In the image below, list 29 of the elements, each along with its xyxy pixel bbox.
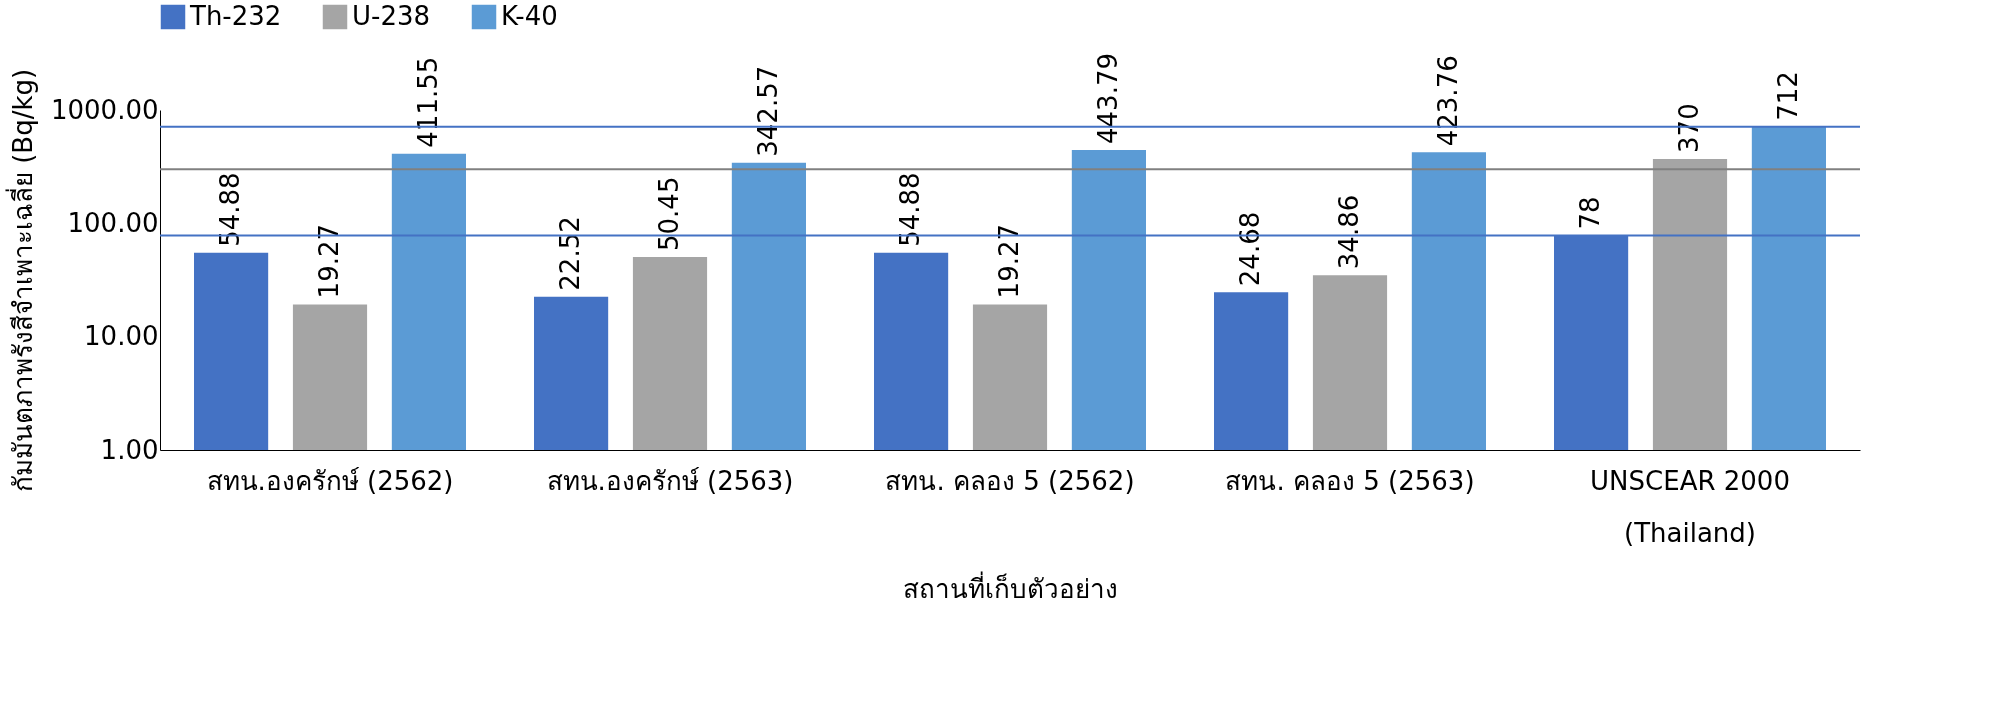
- data-label: 54.88: [215, 172, 246, 247]
- x-tick-label: สทน. คลอง 5 (2562): [885, 465, 1135, 496]
- data-label: 423.76: [1432, 55, 1463, 147]
- legend-label: K-40: [501, 1, 558, 31]
- data-label: 19.27: [994, 223, 1024, 299]
- data-label: 78: [1575, 196, 1606, 230]
- data-label: 50.45: [654, 176, 684, 252]
- x-tick-label: UNSCEAR 2000 (Thailand): [1590, 465, 1790, 548]
- data-label: 411.55: [412, 56, 443, 148]
- x-axis-title: สถานที่เก็บตัวอย่าง: [903, 570, 1118, 604]
- legend-label: U-238: [352, 1, 431, 31]
- data-label: 34.86: [1334, 194, 1364, 270]
- data-label: 342.57: [752, 65, 783, 157]
- y-tick-label: 1.00: [100, 434, 159, 465]
- legend-label: Th-232: [189, 1, 282, 31]
- x-tick-label: สทน. คลอง 5 (2563): [1225, 465, 1475, 496]
- x-tick-label: สทน.องครักษ์ (2562): [206, 465, 454, 496]
- data-label: 19.27: [314, 223, 344, 299]
- y-axis-title: กัมมันตภาพรังสีจำเพาะเฉลี่ย (Bq/kg): [4, 68, 38, 493]
- data-label: 24.68: [1235, 211, 1266, 287]
- y-tick-label: 100.00: [67, 207, 159, 238]
- data-label: 54.88: [895, 172, 926, 247]
- y-tick-label: 10.00: [84, 321, 159, 352]
- data-label: 22.52: [555, 216, 586, 291]
- x-tick-label: สทน.องครักษ์ (2563): [546, 465, 794, 496]
- data-label: 712: [1772, 71, 1803, 121]
- data-label: 443.79: [1092, 53, 1123, 144]
- data-label: 370: [1674, 103, 1704, 153]
- y-tick-label: 1000.00: [50, 94, 159, 125]
